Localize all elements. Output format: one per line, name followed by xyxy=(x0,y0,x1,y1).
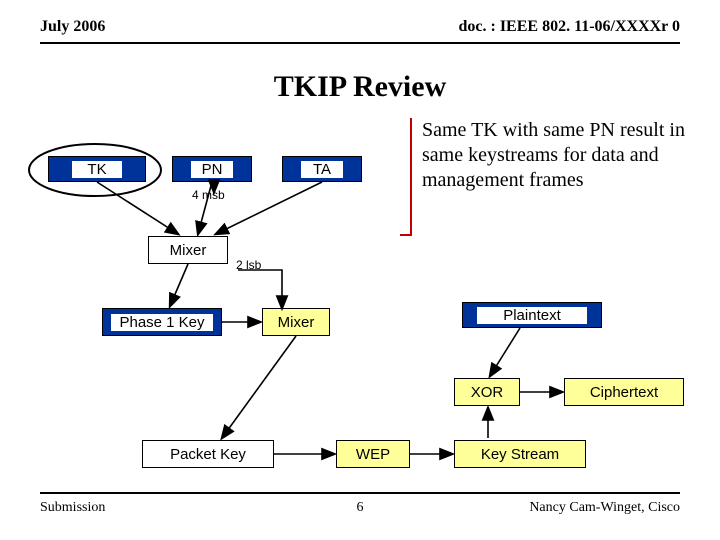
node-mixer2: Mixer xyxy=(262,308,330,336)
node-mixer1: Mixer xyxy=(148,236,228,264)
node-p1key: Phase 1 Key xyxy=(102,308,222,336)
node-plaintext: Plaintext xyxy=(462,302,602,328)
footer-rule xyxy=(40,492,680,494)
node-pktkey: Packet Key xyxy=(142,440,274,468)
node-cipher: Ciphertext xyxy=(564,378,684,406)
label-2lsb: 2 lsb xyxy=(236,258,261,272)
annotation-bar xyxy=(410,118,412,234)
footer-author: Nancy Cam-Winget, Cisco xyxy=(529,500,680,516)
node-tk: TK xyxy=(48,156,146,182)
label-4msb: 4 msb xyxy=(192,188,225,202)
annotation-tick xyxy=(400,234,412,236)
header-rule xyxy=(40,42,680,44)
node-xor: XOR xyxy=(454,378,520,406)
node-ta: TA xyxy=(282,156,362,182)
node-pn: PN xyxy=(172,156,252,182)
page-title: TKIP Review xyxy=(0,70,720,104)
node-wep: WEP xyxy=(336,440,410,468)
header-date: July 2006 xyxy=(40,18,105,36)
header-doc: doc. : IEEE 802. 11-06/XXXXr 0 xyxy=(459,18,681,36)
annotation-text: Same TK with same PN result in same keys… xyxy=(422,118,700,193)
node-keystream: Key Stream xyxy=(454,440,586,468)
